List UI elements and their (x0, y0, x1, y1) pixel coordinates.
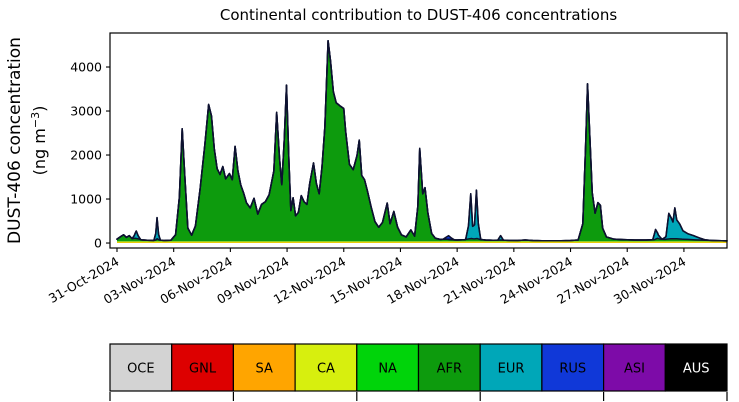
y-axis-label-line2: (ng m−3) (29, 106, 49, 176)
chart-title: Continental contribution to DUST-406 con… (220, 6, 617, 24)
y-tick-label: 3000 (70, 104, 102, 119)
plot-frame (109, 32, 728, 249)
legend-label-sa: SA (256, 362, 273, 377)
legend-label-asi: ASI (624, 362, 645, 377)
legend-swatch-na (356, 343, 420, 392)
y-axis-label-line1: DUST-406 concentration (5, 37, 25, 244)
y-tick-label: 4000 (70, 60, 102, 75)
legend-swatch-rus (541, 343, 605, 392)
y-tick-label: 2000 (70, 148, 102, 163)
legend-swatch-afr (417, 343, 481, 392)
area-layer-afr (116, 40, 728, 242)
legend-label-gnl: GNL (189, 362, 217, 377)
legend-swatch-aus (664, 343, 728, 392)
legend-label-na: NA (378, 362, 397, 377)
legend-label-oce: OCE (127, 362, 155, 377)
legend-swatch-eur (479, 343, 543, 392)
legend-label-ca: CA (317, 362, 335, 377)
outline-rus (116, 39, 728, 242)
area-layer-ca (116, 241, 728, 243)
y-tick-label: 1000 (70, 192, 102, 207)
legend-label-afr: AFR (437, 362, 462, 377)
legend-swatch-asi (602, 343, 666, 392)
legend-swatch-sa (232, 343, 296, 392)
y-tick-label: 0 (94, 236, 102, 251)
legend-label-rus: RUS (559, 362, 586, 377)
legend-swatch-ca (294, 343, 358, 392)
legend-label-aus: AUS (683, 362, 710, 377)
area-layer-sa (116, 242, 728, 244)
legend-swatch-gnl (171, 343, 234, 392)
legend-label-eur: EUR (498, 362, 525, 377)
